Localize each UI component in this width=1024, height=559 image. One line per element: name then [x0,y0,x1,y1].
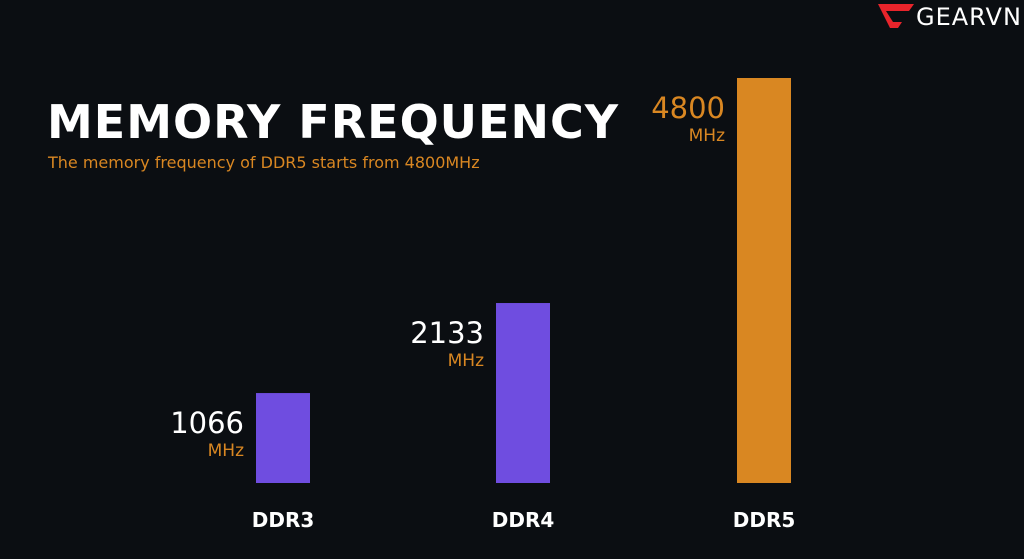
chart-subtitle: The memory frequency of DDR5 starts from… [47,153,480,172]
category-label-ddr4: DDR4 [492,508,555,532]
bar-ddr4 [496,303,550,483]
value-label-ddr4: 2133 [410,316,484,350]
brand-name: GEARVN [916,3,1022,31]
chart-title: MEMORY FREQUENCY [47,95,619,149]
unit-label-ddr3: MHz [208,441,244,461]
value-label-ddr3: 1066 [170,406,244,440]
bar-ddr5 [737,78,791,483]
category-label-ddr3: DDR3 [252,508,315,532]
unit-label-ddr4: MHz [448,351,484,371]
gearvn-logo-icon [878,4,914,28]
unit-label-ddr5: MHz [689,126,725,146]
bar-ddr3 [256,393,310,483]
category-label-ddr5: DDR5 [733,508,796,532]
gearvn-logo: GEARVN [878,3,1022,31]
value-label-ddr5: 4800 [651,91,725,125]
